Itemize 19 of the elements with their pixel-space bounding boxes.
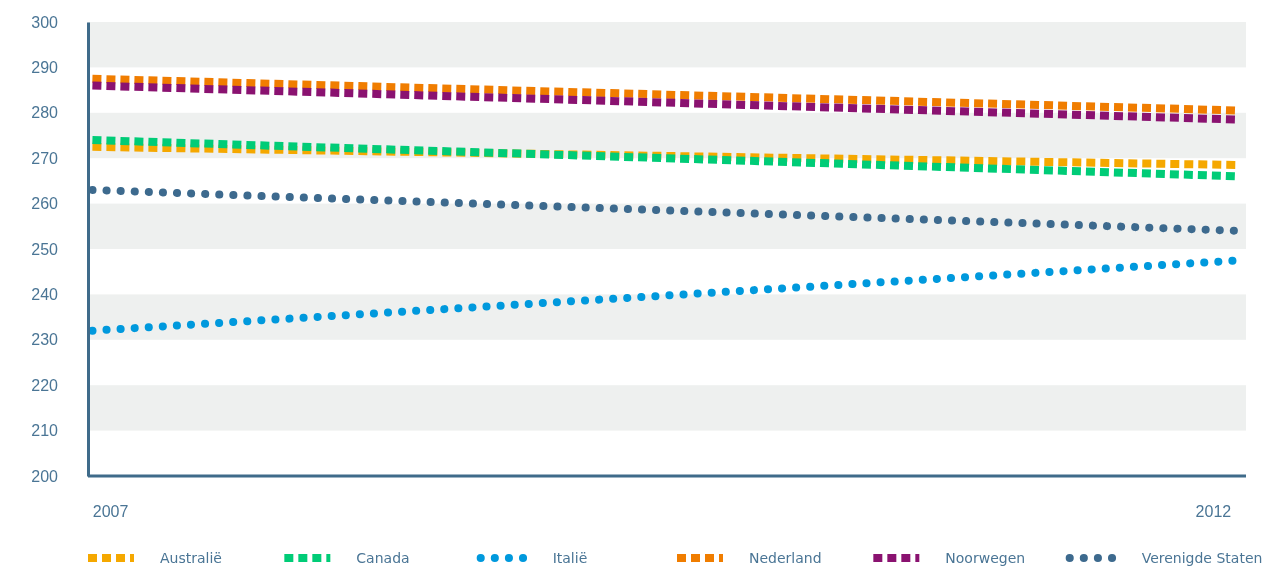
y-tick-label: 300 [31,13,59,31]
legend-label: Noorwegen [945,550,1026,566]
y-tick-label: 260 [31,195,59,213]
y-tick-label: 240 [31,286,59,304]
y-tick-label: 210 [31,422,59,440]
legend-label: Verenigde Staten [1141,550,1263,566]
y-tick-label: 200 [31,467,59,485]
x-tick-label: 2007 [92,503,129,521]
y-tick-label: 230 [31,331,59,349]
y-tick-label: 280 [31,104,59,122]
legend-label: Nederland [749,550,822,566]
legend-label: Italië [552,550,588,566]
y-tick-label: 220 [31,376,59,394]
y-tick-label: 250 [31,240,59,258]
y-tick-label: 270 [31,149,59,167]
y-tick-label: 290 [31,59,59,77]
legend-label: Australië [160,550,222,566]
legend-label: Canada [356,550,410,566]
x-tick-label: 2012 [1195,503,1232,521]
